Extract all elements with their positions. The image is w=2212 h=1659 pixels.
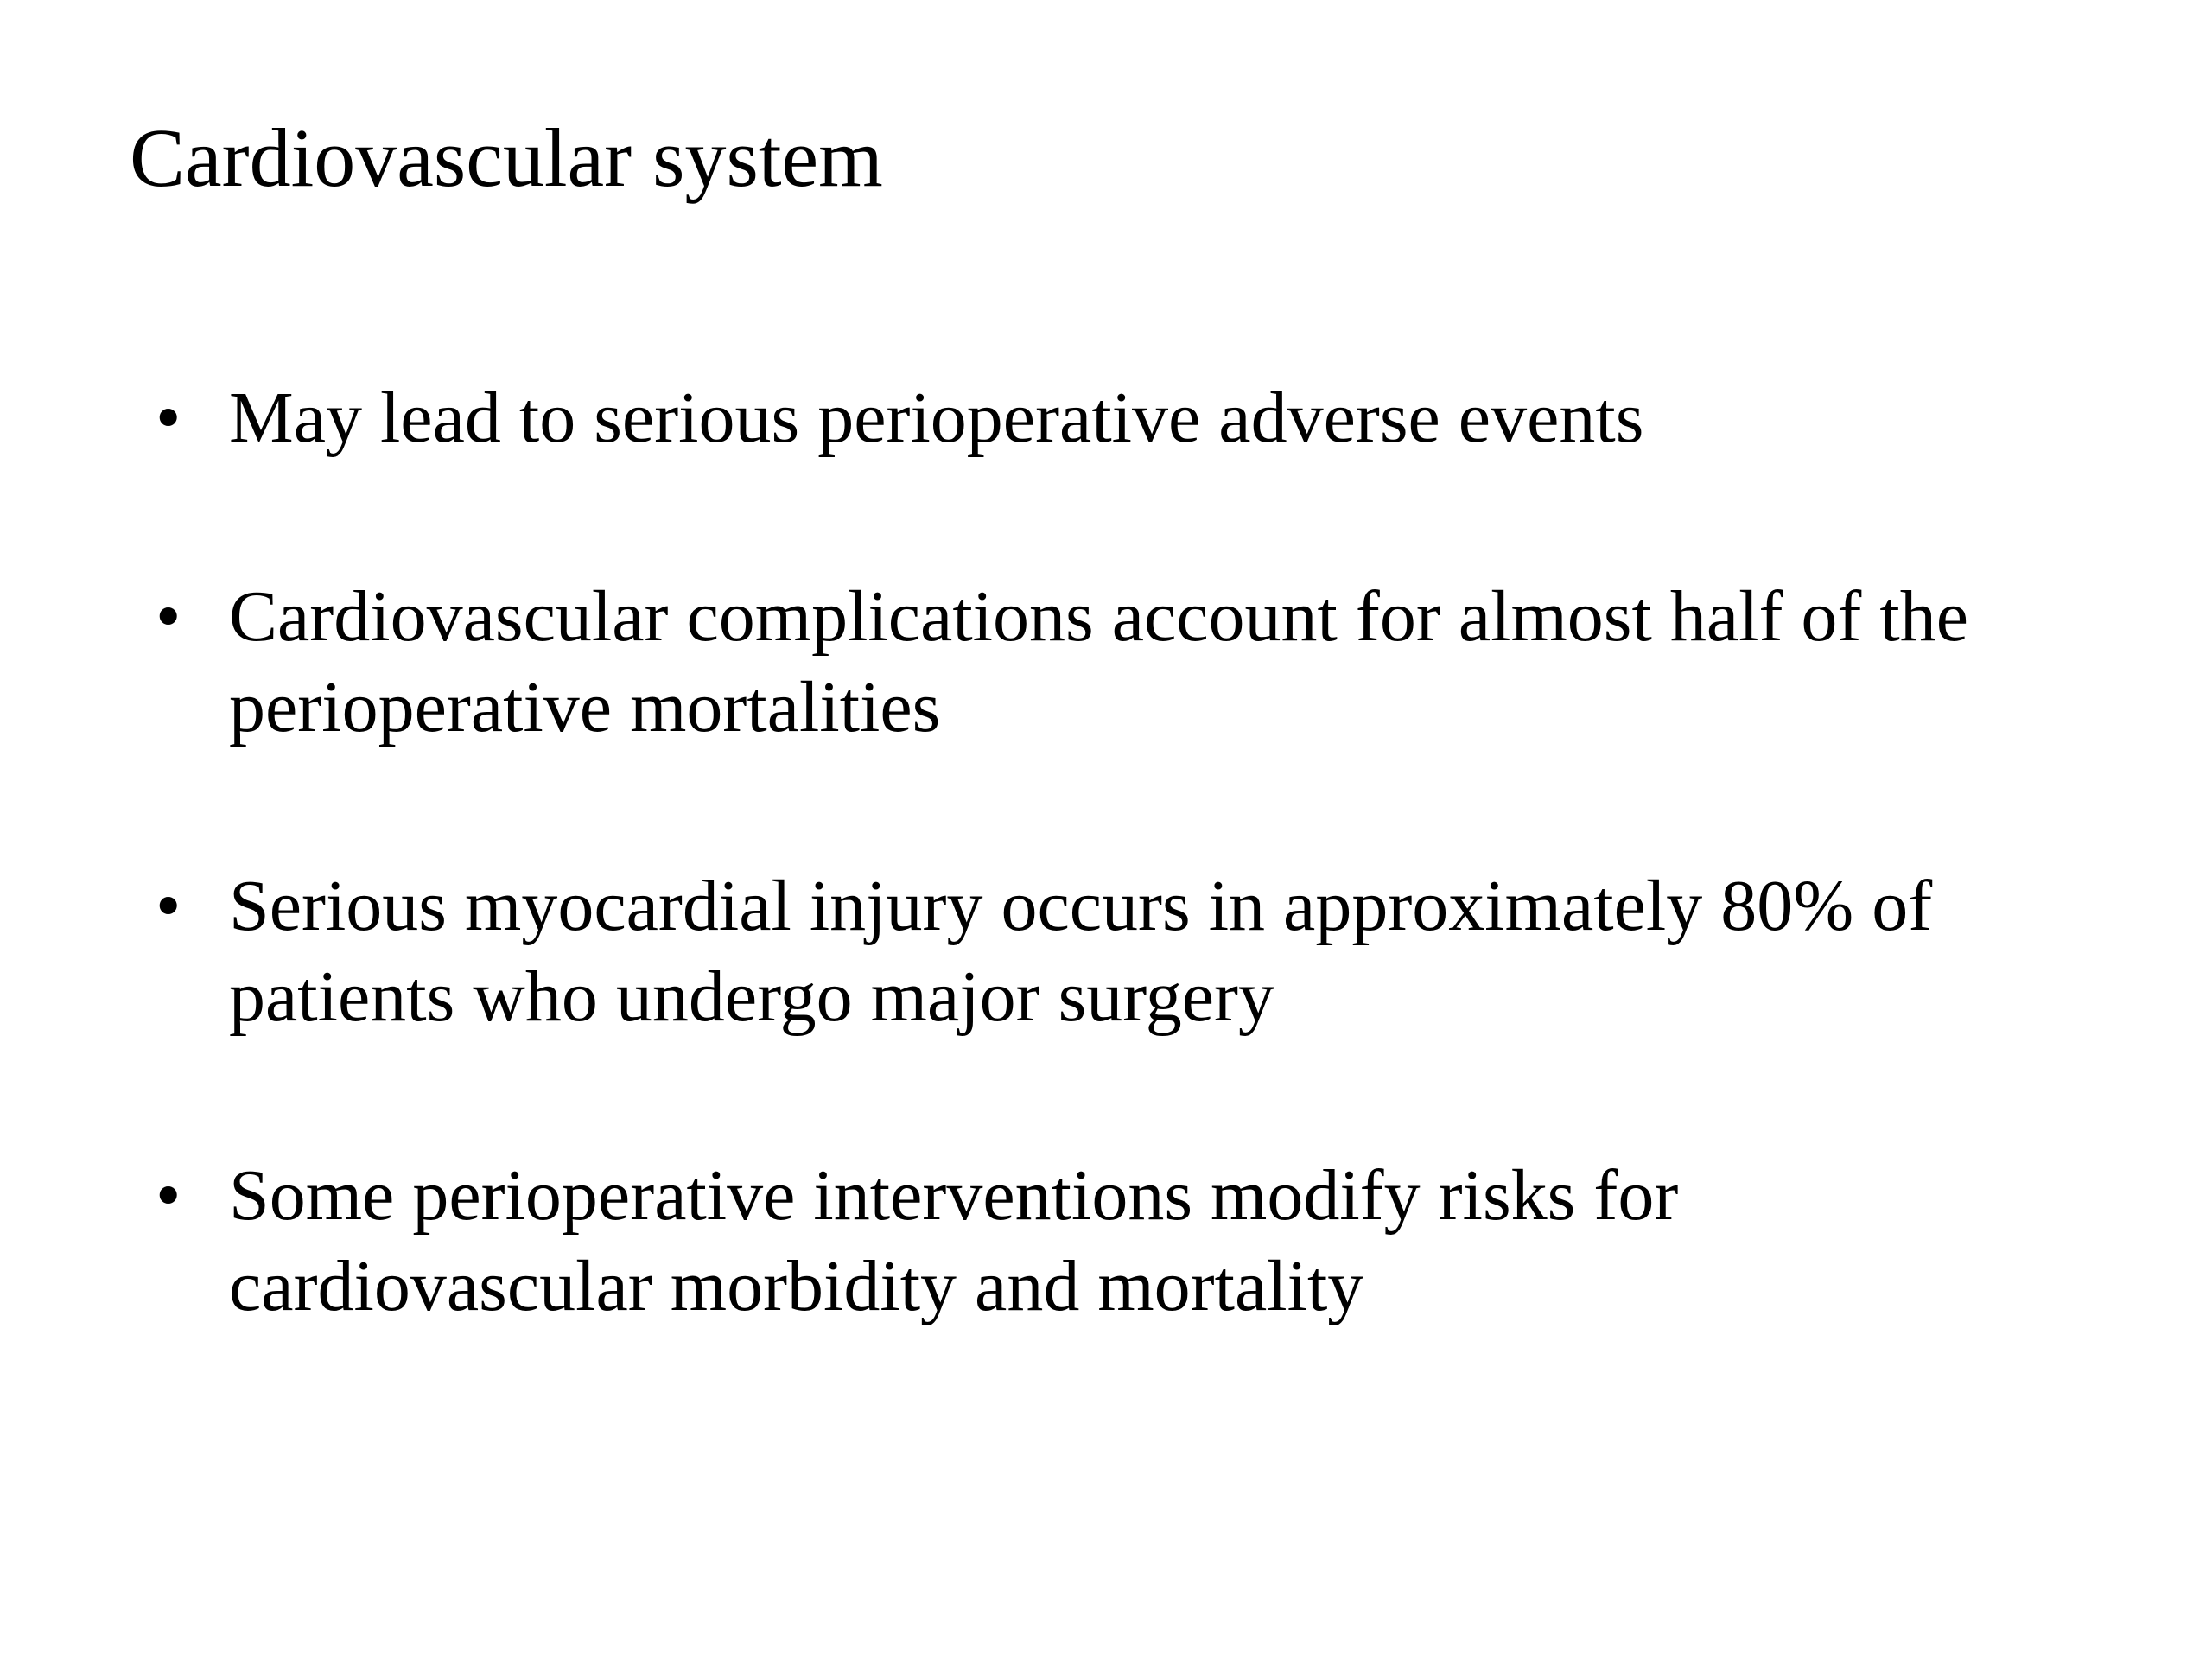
bullet-item: Cardiovascular complications account for… — [156, 571, 2082, 753]
slide-title: Cardiovascular system — [130, 112, 2082, 204]
bullet-item: May lead to serious perioperative advers… — [156, 372, 2082, 463]
bullet-item: Serious myocardial injury occurs in appr… — [156, 861, 2082, 1042]
bullet-list: May lead to serious perioperative advers… — [130, 372, 2082, 1332]
bullet-item: Some perioperative interventions modify … — [156, 1150, 2082, 1332]
